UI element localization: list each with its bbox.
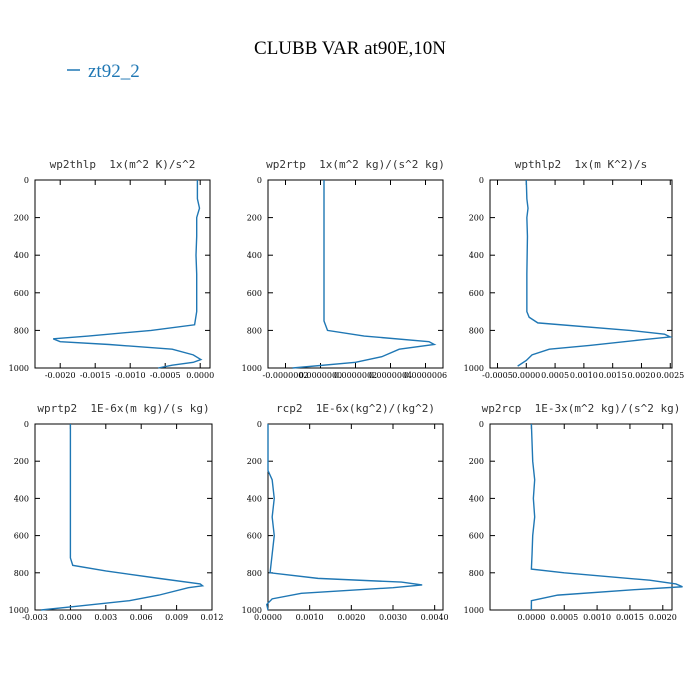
data-line (530, 423, 683, 610)
y-tick-label: 200 (14, 214, 29, 223)
data-line (52, 180, 203, 369)
subplot-title: rcp2 1E-6x(kg^2)/(kg^2) (276, 402, 435, 415)
y-tick-label: 800 (469, 326, 484, 335)
x-tick-label: -0.003 (22, 613, 48, 622)
subplot-title: wp2rtp 1x(m^2 kg)/(s^2 kg) (266, 158, 445, 171)
y-tick-label: 1000 (464, 606, 484, 615)
x-tick-label: 0.0015 (616, 613, 644, 622)
y-tick-label: 0 (257, 420, 262, 429)
axes-frame (34, 179, 211, 369)
y-tick-label: 400 (14, 251, 29, 260)
y-tick-label: 400 (469, 251, 484, 260)
x-tick-label: 0.0015 (599, 371, 627, 380)
x-tick-label: 0.0000002 (334, 371, 377, 380)
y-tick-label: 400 (14, 494, 29, 503)
subplot: wp2rtp 1x(m^2 kg)/(s^2 kg) 0 200 400 600 800 1… (242, 158, 447, 380)
y-tick-label: 800 (247, 326, 262, 335)
y-tick-label: 1000 (9, 606, 29, 615)
x-tick-label: 0.000 (59, 613, 82, 622)
axes-frame (34, 423, 213, 611)
data-line (517, 179, 673, 367)
x-tick-label: 0.0025 (656, 371, 684, 380)
y-tick-label: 800 (14, 326, 29, 335)
y-tick-label: 800 (469, 569, 484, 578)
subplot: wp2thlp 1x(m^2 K)/s^2 0 200 400 600 800 1000 -0… (9, 158, 215, 380)
x-tick-label: 0.0005 (541, 371, 569, 380)
y-tick-label: 400 (247, 251, 262, 260)
y-tick-label: 200 (247, 214, 262, 223)
x-tick-label: 0.0000 (186, 371, 214, 380)
y-tick-label: 600 (469, 532, 484, 541)
subplot-title: wp2rcp 1E-3x(m^2 kg)/(s^2 kg) (482, 402, 681, 415)
x-tick-label: 0.0020 (649, 613, 677, 622)
y-tick-label: 1000 (9, 364, 29, 373)
x-tick-label: -0.0015 (80, 371, 111, 380)
subplot: rcp2 1E-6x(kg^2)/(kg^2) 0 200 400 600 800 1000… (242, 402, 449, 622)
y-tick-label: 200 (14, 457, 29, 466)
x-tick-label: 0.0020 (337, 613, 365, 622)
x-tick-label: -0.0000002 (263, 371, 309, 380)
x-tick-label: 0.0010 (583, 613, 611, 622)
subplot-title: wpthlp2 1x(m K^2)/s (515, 158, 647, 171)
x-tick-label: 0.0000004 (369, 371, 412, 380)
y-tick-label: 1000 (242, 364, 262, 373)
y-tick-label: 600 (247, 532, 262, 541)
x-tick-label: 0.0000006 (404, 371, 447, 380)
y-tick-label: 0 (257, 176, 262, 185)
x-tick-label: 0.0005 (550, 613, 578, 622)
subplot-title: wprtp2 1E-6x(m kg)/(s kg) (37, 402, 209, 415)
data-line (40, 424, 205, 611)
y-tick-label: 400 (469, 494, 484, 503)
x-tick-label: 0.012 (201, 613, 224, 622)
x-tick-label: 0.0000 (517, 613, 545, 622)
y-tick-label: 200 (469, 214, 484, 223)
y-tick-label: 0 (479, 176, 484, 185)
x-tick-label: 0.0040 (421, 613, 449, 622)
axes-frame (267, 423, 444, 611)
x-tick-label: 0.0010 (570, 371, 598, 380)
y-tick-label: 0 (24, 420, 29, 429)
x-tick-label: -0.0010 (115, 371, 146, 380)
x-tick-label: 0.0010 (296, 613, 324, 622)
y-tick-label: 800 (247, 569, 262, 578)
figure-title: CLUBB VAR at90E,10N (254, 38, 446, 59)
y-tick-label: 400 (247, 494, 262, 503)
y-tick-label: 200 (247, 457, 262, 466)
y-tick-label: 600 (469, 289, 484, 298)
data-line (292, 180, 437, 369)
legend-label: zt92_2 (88, 61, 140, 82)
y-tick-label: 1000 (464, 364, 484, 373)
x-tick-label: 0.009 (165, 613, 188, 622)
x-tick-label: 0.0030 (379, 613, 407, 622)
x-tick-label: 0.0000 (512, 371, 540, 380)
y-tick-label: 600 (247, 289, 262, 298)
x-tick-label: 0.003 (94, 613, 117, 622)
x-tick-label: 0.0020 (627, 371, 655, 380)
axes-frame (489, 179, 673, 369)
subplot: wp2rcp 1E-3x(m^2 kg)/(s^2 kg) 0 200 400 600 8… (464, 402, 683, 622)
y-tick-label: 600 (14, 532, 29, 541)
x-tick-label: -0.0020 (45, 371, 76, 380)
y-tick-label: 800 (14, 569, 29, 578)
subplot-title: wp2thlp 1x(m^2 K)/s^2 (50, 158, 196, 171)
y-tick-label: 600 (14, 289, 29, 298)
y-tick-label: 0 (479, 420, 484, 429)
y-tick-label: 200 (469, 457, 484, 466)
x-tick-label: 0.006 (130, 613, 153, 622)
y-tick-label: 0 (24, 176, 29, 185)
x-tick-label: 0.0000000 (299, 371, 342, 380)
axes-frame (489, 423, 673, 611)
subplot: wpthlp2 1x(m K^2)/s 0 200 400 600 800 1000-0.0… (464, 158, 685, 380)
x-tick-label: 0.0000 (254, 613, 282, 622)
x-tick-label: -0.0005 (150, 371, 181, 380)
y-tick-label: 1000 (242, 606, 262, 615)
data-line (265, 424, 423, 611)
x-tick-label: -0.0005 (482, 371, 513, 380)
subplot: wprtp2 1E-6x(m kg)/(s kg) 0 200 400 600 800 10… (9, 402, 224, 622)
